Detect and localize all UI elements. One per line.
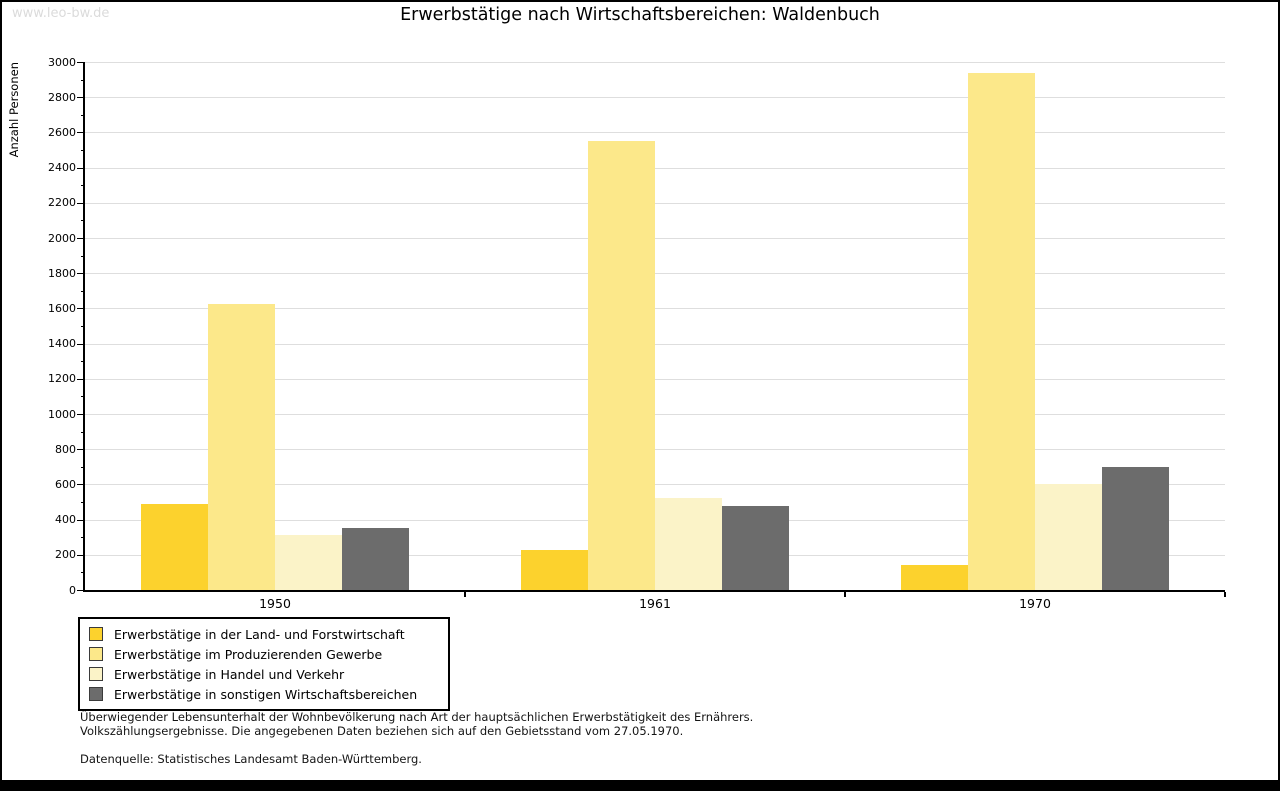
gridline — [85, 202, 1225, 204]
y-axis-tick — [77, 378, 85, 380]
y-axis-tick — [77, 554, 85, 556]
y-axis-tick — [77, 202, 85, 204]
gridline — [85, 308, 1225, 310]
y-tick-label: 0 — [69, 583, 76, 597]
y-axis-tick — [77, 308, 85, 310]
bar — [901, 565, 968, 590]
legend-item: Erwerbstätige in der Land- und Forstwirt… — [89, 624, 442, 644]
legend-label: Erwerbstätige im Produzierenden Gewerbe — [114, 646, 383, 662]
chart-title: Erwerbstätige nach Wirtschaftsbereichen:… — [400, 5, 880, 25]
y-tick-label: 600 — [55, 477, 76, 491]
y-axis-tick — [77, 62, 85, 63]
x-axis-tick — [1224, 592, 1226, 597]
y-axis-title: Anzahl Personen — [7, 62, 21, 158]
y-axis-tick — [77, 97, 85, 99]
y-tick-label: 2400 — [48, 161, 76, 175]
y-axis-tick — [77, 238, 85, 239]
gridline — [85, 343, 1225, 345]
legend-label: Erwerbstätige in sonstigen Wirtschaftsbe… — [114, 686, 418, 702]
x-axis-label: 1950 — [259, 596, 291, 611]
x-axis-line — [83, 590, 1225, 592]
y-tick-label: 400 — [55, 513, 76, 527]
footnote-line-1: Überwiegender Lebensunterhalt der Wohnbe… — [80, 710, 754, 724]
y-tick-label: 1800 — [48, 266, 76, 280]
gridline — [85, 132, 1225, 134]
legend-label: Erwerbstätige in Handel und Verkehr — [114, 666, 345, 682]
legend-item: Erwerbstätige im Produzierenden Gewerbe — [89, 644, 442, 664]
gridline — [85, 449, 1225, 451]
gridline — [85, 378, 1225, 380]
y-axis-tick — [77, 519, 85, 521]
gridline — [85, 62, 1225, 63]
legend-swatch-icon — [89, 627, 103, 641]
bar — [141, 503, 208, 590]
y-axis-tick — [77, 343, 85, 345]
bar — [968, 72, 1035, 590]
legend-swatch-icon — [89, 667, 103, 681]
gridline — [85, 414, 1225, 415]
bar — [1035, 484, 1102, 590]
y-axis-tick — [77, 132, 85, 134]
bar — [275, 535, 342, 590]
y-tick-label: 2600 — [48, 125, 76, 139]
legend-item: Erwerbstätige in sonstigen Wirtschaftsbe… — [89, 684, 442, 704]
y-axis-tick — [77, 167, 85, 169]
gridline — [85, 273, 1225, 275]
bar — [588, 141, 655, 590]
bar — [208, 304, 275, 590]
y-tick-label: 2200 — [48, 196, 76, 210]
y-tick-label: 2800 — [48, 90, 76, 104]
legend: Erwerbstätige in der Land- und Forstwirt… — [78, 617, 450, 711]
bar — [1102, 466, 1169, 590]
x-axis-tick — [844, 592, 846, 597]
bar — [342, 527, 409, 590]
y-axis-tick — [77, 590, 85, 591]
x-axis-label: 1961 — [639, 596, 671, 611]
y-tick-label: 1400 — [48, 337, 76, 351]
y-tick-label: 1600 — [48, 301, 76, 315]
legend-swatch-icon — [89, 687, 103, 701]
y-axis-tick — [77, 449, 85, 451]
bar — [722, 505, 789, 590]
y-axis-tick — [77, 484, 85, 486]
footnote-line-2: Volkszählungsergebnisse. Die angegebenen… — [80, 724, 684, 738]
x-axis-label: 1970 — [1019, 596, 1051, 611]
y-axis-line — [83, 62, 85, 592]
y-axis-tick — [77, 273, 85, 275]
y-tick-label: 200 — [55, 548, 76, 562]
gridline — [85, 167, 1225, 169]
y-tick-label: 2000 — [48, 231, 76, 245]
y-tick-label: 3000 — [48, 55, 76, 69]
gridline — [85, 484, 1225, 486]
watermark: www.leo-bw.de — [12, 6, 110, 21]
x-axis-tick — [464, 592, 466, 597]
data-source-note: Datenquelle: Statistisches Landesamt Bad… — [80, 752, 422, 766]
y-axis-tick — [77, 414, 85, 415]
legend-swatch-icon — [89, 647, 103, 661]
legend-item: Erwerbstätige in Handel und Verkehr — [89, 664, 442, 684]
gridline — [85, 238, 1225, 239]
bar — [655, 497, 722, 590]
y-tick-label: 800 — [55, 442, 76, 456]
y-tick-label: 1200 — [48, 372, 76, 386]
legend-label: Erwerbstätige in der Land- und Forstwirt… — [114, 626, 405, 642]
gridline — [85, 97, 1225, 99]
bar — [521, 550, 588, 590]
y-tick-label: 1000 — [48, 407, 76, 421]
